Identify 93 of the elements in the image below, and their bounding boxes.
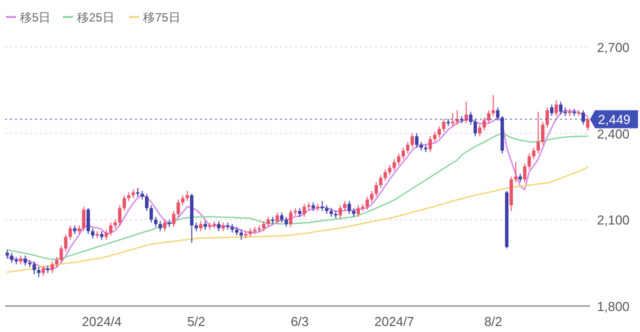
candlestick <box>541 121 544 146</box>
candlestick <box>320 200 324 212</box>
candlestick <box>60 245 63 264</box>
y-tick-label: 2,700 <box>597 40 630 55</box>
candlestick <box>546 106 549 128</box>
y-tick-label: 2,100 <box>597 212 630 228</box>
candlestick <box>397 152 400 166</box>
candlestick <box>50 260 54 274</box>
x-tick-label: 2024/7 <box>374 314 414 329</box>
candlestick <box>392 158 396 172</box>
candlestick <box>388 164 392 176</box>
candlestick <box>262 220 266 232</box>
candlestick <box>492 94 495 117</box>
x-tick-label: 8/2 <box>484 314 502 329</box>
legend-label: 移5日 <box>20 10 51 24</box>
candlestick <box>10 252 14 264</box>
candlestick <box>154 216 158 228</box>
candlestick <box>402 147 405 160</box>
candlestick <box>532 147 536 160</box>
candlestick <box>91 228 94 239</box>
candlestick <box>415 132 418 148</box>
y-tick-label: 1,800 <box>597 299 630 314</box>
candlestick <box>64 234 68 252</box>
candlestick <box>86 208 90 235</box>
candlestick <box>150 204 153 224</box>
candlestick <box>374 182 378 198</box>
candlestick <box>356 204 360 218</box>
y-tick-label: 2,400 <box>597 126 630 142</box>
candlestick <box>338 204 342 219</box>
candlestick <box>496 106 500 121</box>
candlestick <box>122 194 126 212</box>
candlestick <box>366 196 369 210</box>
candlestick <box>176 199 180 218</box>
candlestick <box>474 118 477 137</box>
candlestick <box>109 222 112 236</box>
candlestick <box>186 190 189 202</box>
candlestick <box>172 210 176 228</box>
candlestick <box>478 124 482 137</box>
candlestick <box>68 224 72 240</box>
candlestick <box>410 132 414 148</box>
candlestick <box>451 112 454 127</box>
candlestick <box>384 168 387 182</box>
candlestick <box>302 203 306 218</box>
candlestick <box>343 200 346 212</box>
candlestick <box>442 118 446 132</box>
candlestick <box>523 163 526 183</box>
candlestick <box>469 111 472 126</box>
ref-line-label: 2,449 <box>598 112 631 128</box>
x-tick-label: 2024/4 <box>82 314 122 329</box>
candlestick <box>406 141 410 154</box>
candlestick <box>266 216 270 228</box>
candlestick <box>438 126 441 138</box>
candlestick <box>24 255 27 266</box>
candlestick <box>32 260 36 275</box>
candlestick <box>118 204 122 226</box>
candlestick <box>55 256 58 268</box>
candlestick <box>82 206 86 232</box>
candlestick <box>276 212 279 224</box>
candlestick <box>280 212 284 224</box>
x-tick-label: 6/3 <box>290 314 309 329</box>
candlestick <box>482 117 486 131</box>
candlestick <box>37 266 40 278</box>
candlestick <box>464 101 468 124</box>
candlestick <box>42 265 45 276</box>
candlestick <box>145 193 148 212</box>
candlestick <box>240 229 243 240</box>
candlestick <box>586 117 590 131</box>
legend-label: 移75日 <box>143 10 180 24</box>
candlestick <box>582 110 585 126</box>
candlestick <box>217 220 220 232</box>
candlestick <box>528 152 531 170</box>
candlestick <box>514 162 518 183</box>
candlestick <box>348 200 351 214</box>
candlestick <box>428 136 432 153</box>
candlestick <box>550 104 554 117</box>
candlestick <box>370 190 374 203</box>
candlestick <box>104 229 108 240</box>
candlestick <box>559 101 562 116</box>
candlestick <box>487 110 490 124</box>
candlestick <box>284 216 288 228</box>
candlestick <box>433 131 436 142</box>
candlestick <box>536 111 540 154</box>
candlestick <box>199 220 202 232</box>
candlestick <box>379 174 382 189</box>
candlestick <box>554 100 558 117</box>
line-series <box>6 166 588 273</box>
candlestick <box>158 220 162 232</box>
candlestick <box>163 219 166 232</box>
candlestick <box>289 209 292 228</box>
candlestick <box>456 110 459 126</box>
legend-label: 移25日 <box>77 10 114 24</box>
candlestick <box>181 194 184 206</box>
x-tick-label: 5/2 <box>187 314 206 329</box>
